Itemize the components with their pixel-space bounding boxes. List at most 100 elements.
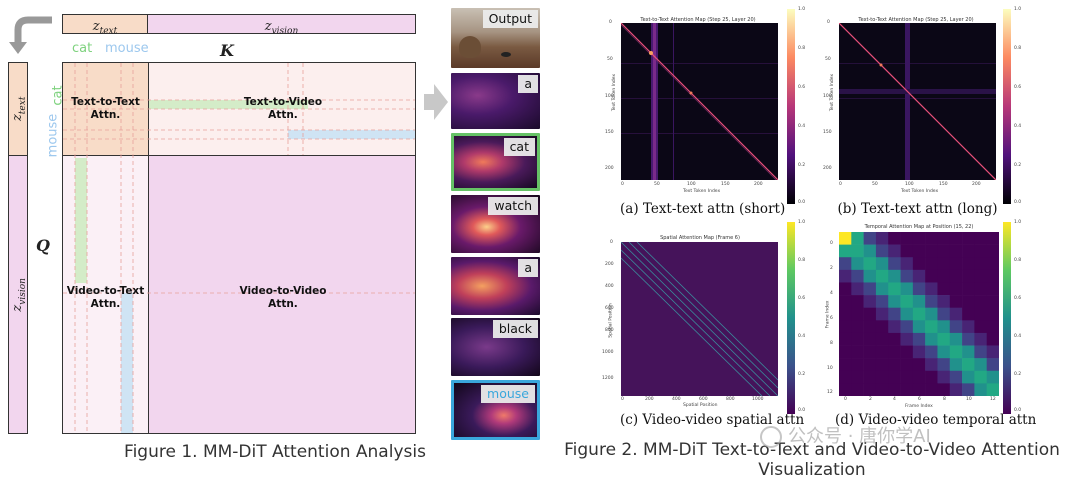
plot-c-xtick-2: 400 [672, 397, 681, 402]
plot-a-xtick-2: 100 [687, 182, 696, 187]
temporal-cell [962, 282, 975, 296]
plot-d-ytick-2: 4 [830, 291, 833, 296]
temporal-cell [912, 244, 926, 258]
temporal-cell [900, 332, 914, 346]
temporal-cell [888, 295, 901, 308]
temporal-cell [875, 370, 889, 384]
plot-d-ytick-1: 2 [830, 266, 833, 271]
temporal-cell [974, 358, 987, 372]
temporal-cell [900, 269, 914, 283]
temporal-cell [839, 269, 852, 283]
plot-a-cbar-4: 0.2 [798, 163, 806, 168]
plot-a-colorbar [787, 9, 795, 204]
temporal-cell [986, 320, 999, 334]
temporal-cell [875, 383, 889, 396]
temporal-cell [986, 232, 999, 245]
temporal-cell [986, 345, 999, 359]
temporal-cell [949, 282, 963, 296]
temporal-cell [962, 244, 975, 258]
temporal-cell [912, 358, 926, 372]
temporal-cell [839, 257, 852, 271]
plot-c-cbar-0: 1.0 [798, 220, 806, 225]
temporal-cell [962, 307, 975, 321]
temporal-cell [875, 320, 889, 334]
plot-b-xlabel: Text Token Index [901, 189, 939, 194]
plot-a-cbar-3: 0.4 [798, 124, 806, 129]
temporal-cell [937, 370, 951, 384]
temporal-cell [888, 232, 901, 245]
temporal-cell [888, 345, 901, 359]
temporal-cell [912, 383, 926, 396]
plot-a-cbar-0: 1.0 [798, 7, 806, 12]
temporal-cell [949, 383, 963, 396]
temporal-cell [900, 383, 914, 396]
heatmap-thumb-black: black [451, 318, 540, 376]
plot-c-cbar-1: 0.8 [798, 258, 806, 263]
plot-b-ytick-0: 0 [827, 20, 830, 25]
plot-c-ytick-3: 600 [605, 306, 614, 311]
right-arrow-icon [424, 84, 448, 120]
temporal-cell [986, 370, 999, 384]
plot-d-ytick-3: 6 [830, 316, 833, 321]
word-tag-a2: a [518, 259, 538, 277]
temporal-cell [986, 307, 999, 321]
temporal-cell [863, 307, 877, 321]
temporal-cell [986, 383, 999, 396]
temporal-cell [912, 332, 926, 346]
temporal-cell [962, 383, 975, 396]
video-to-text-label: Video-to-Text Attn. [66, 285, 145, 310]
temporal-cell [863, 320, 877, 334]
temporal-cell [900, 244, 914, 258]
plot-c-cbar-2: 0.6 [798, 296, 806, 301]
video-to-video-block [148, 155, 415, 433]
temporal-cell [839, 320, 852, 334]
plot-c-xtick-4: 800 [726, 397, 735, 402]
temporal-cell [986, 358, 999, 372]
plot-c-ytick-5: 1000 [602, 350, 614, 355]
temporal-cell [949, 332, 963, 346]
plot-b-cbar-2: 0.6 [1014, 85, 1022, 90]
temporal-cell [900, 370, 914, 384]
text-to-text-label: Text-to-Text Attn. [71, 96, 140, 121]
temporal-cell [888, 244, 901, 258]
temporal-cell [875, 295, 889, 308]
temporal-cell [937, 282, 951, 296]
heatmap-thumb-a: a [451, 73, 540, 129]
temporal-cell [925, 244, 938, 258]
temporal-cell [949, 370, 963, 384]
plot-b-xtick-3: 150 [939, 182, 948, 187]
temporal-cell [888, 307, 901, 321]
temporal-cell [925, 370, 938, 384]
temporal-cell [925, 269, 938, 283]
plot-d-xtick-0: 0 [844, 397, 847, 402]
temporal-cell [937, 383, 951, 396]
temporal-cell [888, 358, 901, 372]
plot-a-xlabel: Text Token Index [683, 189, 721, 194]
plot-a-xtick-1: 50 [654, 182, 660, 187]
temporal-cell [937, 332, 951, 346]
temporal-cell [949, 232, 963, 245]
temporal-cell [974, 345, 987, 359]
temporal-cell [962, 320, 975, 334]
plot-a-cbar-5: 0.0 [798, 200, 806, 205]
column-divider [148, 63, 149, 433]
temporal-cell [851, 332, 864, 346]
temporal-cell [986, 257, 999, 271]
temporal-cell [937, 345, 951, 359]
temporal-cell [949, 257, 963, 271]
temporal-cell [974, 257, 987, 271]
plot-d-cbar-1: 0.8 [1014, 258, 1022, 263]
temporal-cell [839, 232, 852, 245]
temporal-cell [875, 307, 889, 321]
plot-c-cbar-5: 0.0 [798, 408, 806, 413]
temporal-cell [949, 320, 963, 334]
temporal-cell [949, 244, 963, 258]
temporal-cell [912, 320, 926, 334]
plot-d-xtick-1: 2 [869, 397, 872, 402]
temporal-cell [875, 345, 889, 359]
plot-c-title: Spatial Attention Map (Frame 6) [660, 235, 740, 241]
temporal-cell [912, 370, 926, 384]
word-tag-cat: cat [503, 138, 535, 156]
plot-c-colorbar [787, 222, 795, 414]
temporal-cell [863, 370, 877, 384]
